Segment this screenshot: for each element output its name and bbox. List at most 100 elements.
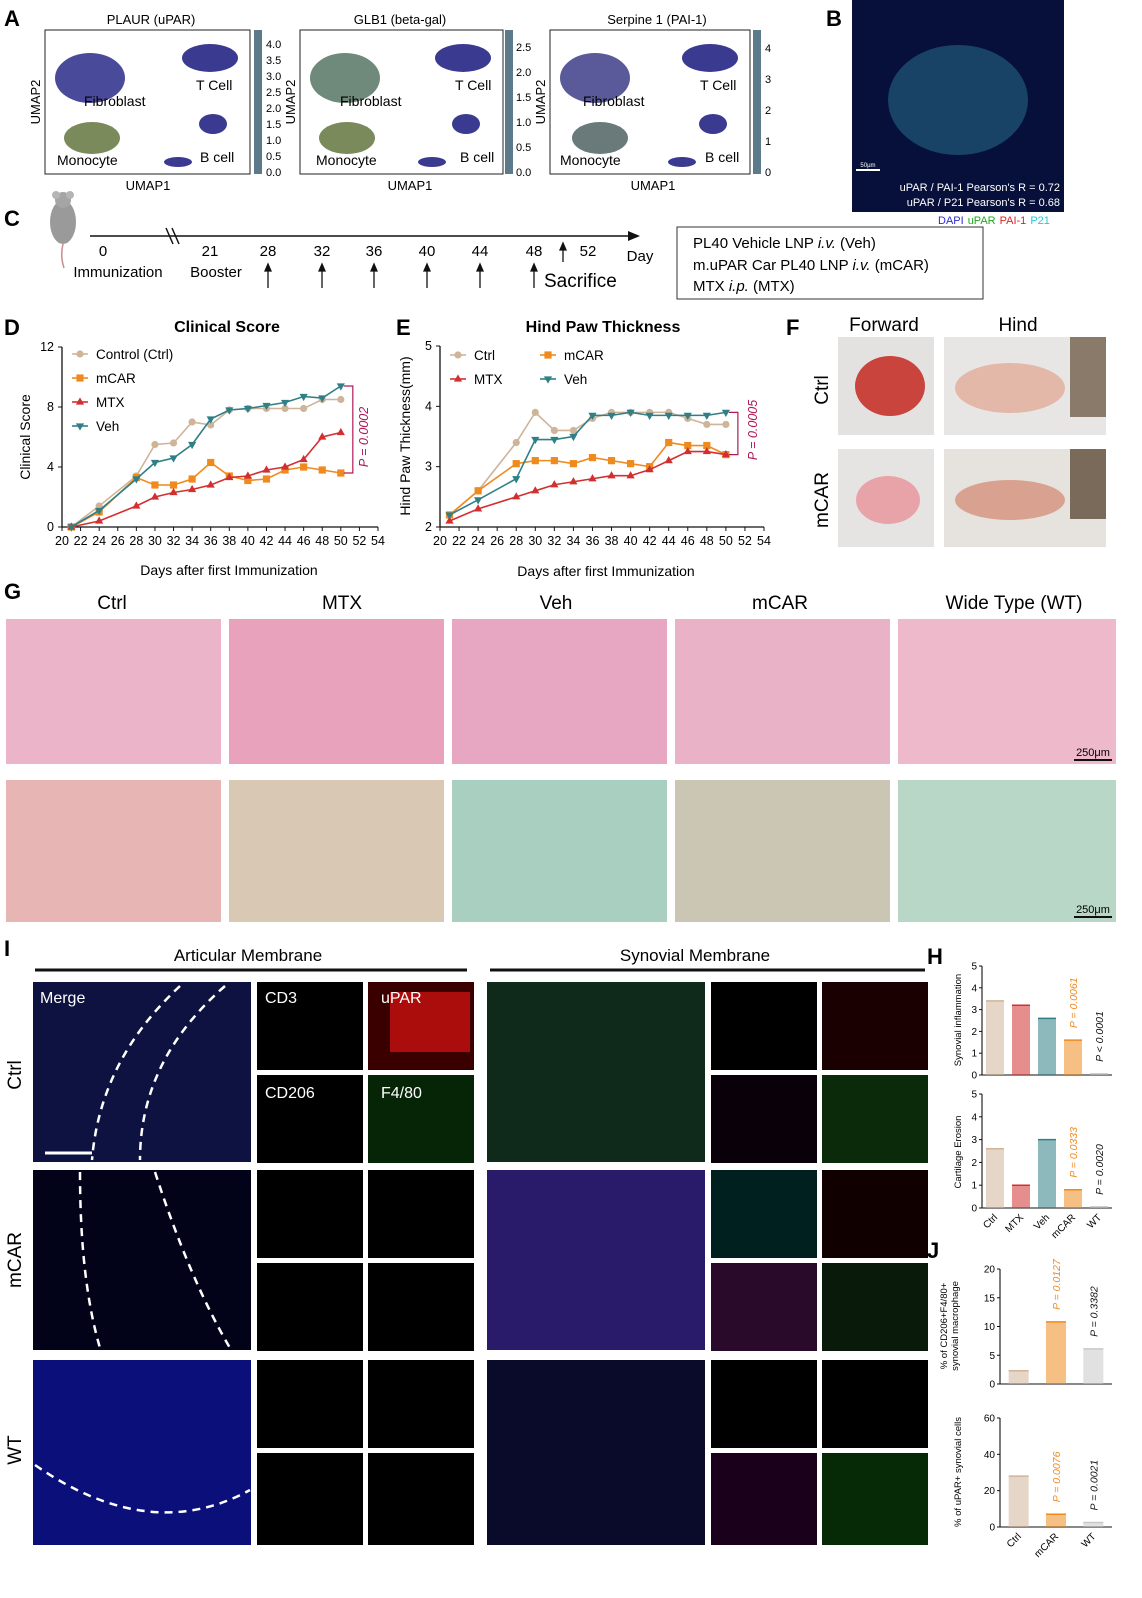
series-line-mcar [70, 461, 341, 528]
bcell-cluster-3 [699, 114, 727, 134]
chart-title: Hind Paw Thickness [526, 319, 681, 336]
data-point-mcar [703, 441, 711, 450]
y-axis-label: synovial macrophage [950, 1281, 961, 1371]
day-label: 48 [526, 243, 543, 260]
paw-ctrl-hind [955, 363, 1065, 413]
panel-c: C 0 21 28 32 36 40 44 48 52 [4, 191, 984, 300]
x-tick-label: 30 [528, 534, 542, 548]
bar-veh [1038, 1018, 1056, 1075]
paw-ctrl-forward [855, 356, 925, 416]
monocyte-cluster-3 [572, 122, 628, 154]
data-point-ctrl [151, 440, 159, 449]
x-tick-label: 50 [719, 534, 733, 548]
data-point-veh [531, 436, 540, 445]
umap-ylabel-1: UMAP2 [28, 80, 43, 125]
cb2-tick: 1.0 [516, 117, 531, 129]
x-tick-label: 30 [148, 534, 162, 548]
data-point-ctrl [703, 420, 711, 429]
boundary-mcar-1 [78, 1171, 102, 1349]
legend-swatch-marker [76, 374, 84, 382]
data-point-mcar [244, 476, 252, 485]
bar-mtx [1012, 1185, 1030, 1208]
cb1-tick: 3.0 [266, 71, 281, 83]
umap-ylabel-3: UMAP2 [533, 80, 548, 125]
data-point-veh [721, 409, 730, 417]
legend-swatch-marker [75, 423, 85, 431]
umap-xlabel-2: UMAP1 [388, 178, 433, 193]
data-point-veh [474, 497, 483, 505]
cb3-tick: 3 [765, 74, 771, 86]
y-tick-label: 15 [984, 1293, 996, 1304]
panel-a-letter: A [4, 6, 20, 31]
label-fibroblast-1: Fibroblast [84, 93, 146, 109]
label-bcell-2: B cell [460, 149, 494, 165]
data-point-mtx [607, 471, 616, 479]
panel-g: G Ctrl MTX Veh mCAR Wide Type (WT) 250μ [4, 579, 1116, 922]
colorbar-ticks-1: 0.0 0.5 1.0 1.5 2.0 2.5 3.0 3.5 4.0 [266, 39, 281, 179]
merge-synovial-wt [487, 1360, 705, 1545]
y-tick-label: 40 [984, 1450, 996, 1461]
treatment-mtx-abbr: (MTX) [749, 278, 795, 295]
data-point-mtx [188, 484, 197, 493]
treatment-veh-text: PL40 Vehicle LNP [693, 235, 818, 252]
ch-upar-wt [368, 1360, 474, 1448]
legend-label: mCAR [564, 348, 604, 363]
data-point-mtx [132, 501, 141, 509]
bar-wt [1083, 1348, 1104, 1384]
x-tick-label: 26 [111, 534, 125, 548]
x-axis-label: Days after first Immunization [140, 562, 317, 578]
colorbar-1 [254, 30, 262, 174]
ch-f480-wt [368, 1453, 474, 1545]
histology-group-mcar: mCAR [752, 593, 808, 614]
colorbar-2 [505, 30, 513, 174]
x-tick-label: 48 [315, 534, 329, 548]
data-point-mcar [550, 457, 558, 465]
panel-i-letter: I [4, 936, 10, 961]
category-label: MTX [1003, 1212, 1026, 1235]
y-tick-label: 4 [971, 983, 977, 994]
data-point-ctrl [188, 418, 196, 426]
ch-f480-ctrl [368, 1075, 474, 1163]
data-point-ctrl [531, 408, 539, 416]
x-tick-label: 28 [129, 534, 143, 548]
mouse-icon [50, 191, 76, 269]
syn-f480-mcar [822, 1263, 928, 1351]
y-tick-label: 4 [971, 1112, 977, 1123]
data-point-veh [95, 507, 104, 516]
treatment-veh-abbr: (Veh) [836, 235, 876, 252]
data-point-mtx [626, 471, 635, 479]
legend-swatch-marker [454, 351, 462, 359]
data-point-mtx [299, 454, 308, 463]
paw-mcar-forward [856, 476, 920, 524]
data-point-mtx [721, 450, 730, 458]
y-tick-label: 20 [984, 1265, 996, 1276]
umap-ylabel-2: UMAP2 [283, 80, 298, 125]
label-merge: Merge [40, 990, 85, 1007]
data-point-veh [588, 412, 597, 420]
x-tick-label: 38 [222, 534, 236, 548]
ch-cd3-ctrl [257, 982, 363, 1070]
pearson-caption-1: uPAR / PAI-1 Pearson's R = 0.72 [900, 182, 1060, 194]
treatment-veh-route: i.v. [818, 235, 836, 252]
p-value-annotation: P < 0.0001 [1094, 1011, 1106, 1062]
data-point-mcar [607, 457, 616, 465]
ch-f480-mcar [368, 1263, 474, 1351]
data-point-mtx [664, 456, 673, 464]
y-tick-label: 60 [984, 1414, 996, 1425]
data-point-mtx [225, 472, 234, 481]
small-cluster-3 [668, 157, 696, 167]
legend-swatch-marker [75, 397, 85, 405]
significance-bracket [343, 385, 354, 474]
colorbar-3 [753, 30, 761, 174]
channel-p21: P21 [1030, 215, 1050, 227]
data-point-veh [664, 412, 673, 420]
he-section-mtx [229, 619, 444, 764]
treatment-legend-box [676, 226, 984, 300]
booster-label: Booster [190, 264, 242, 281]
legend-swatch-marker [76, 350, 84, 358]
boundary-ctrl-1 [90, 985, 181, 1161]
x-tick-label: 46 [297, 534, 311, 548]
data-point-veh [67, 524, 76, 532]
cb3-tick: 4 [765, 43, 771, 55]
series-line-ctrl [449, 411, 726, 516]
